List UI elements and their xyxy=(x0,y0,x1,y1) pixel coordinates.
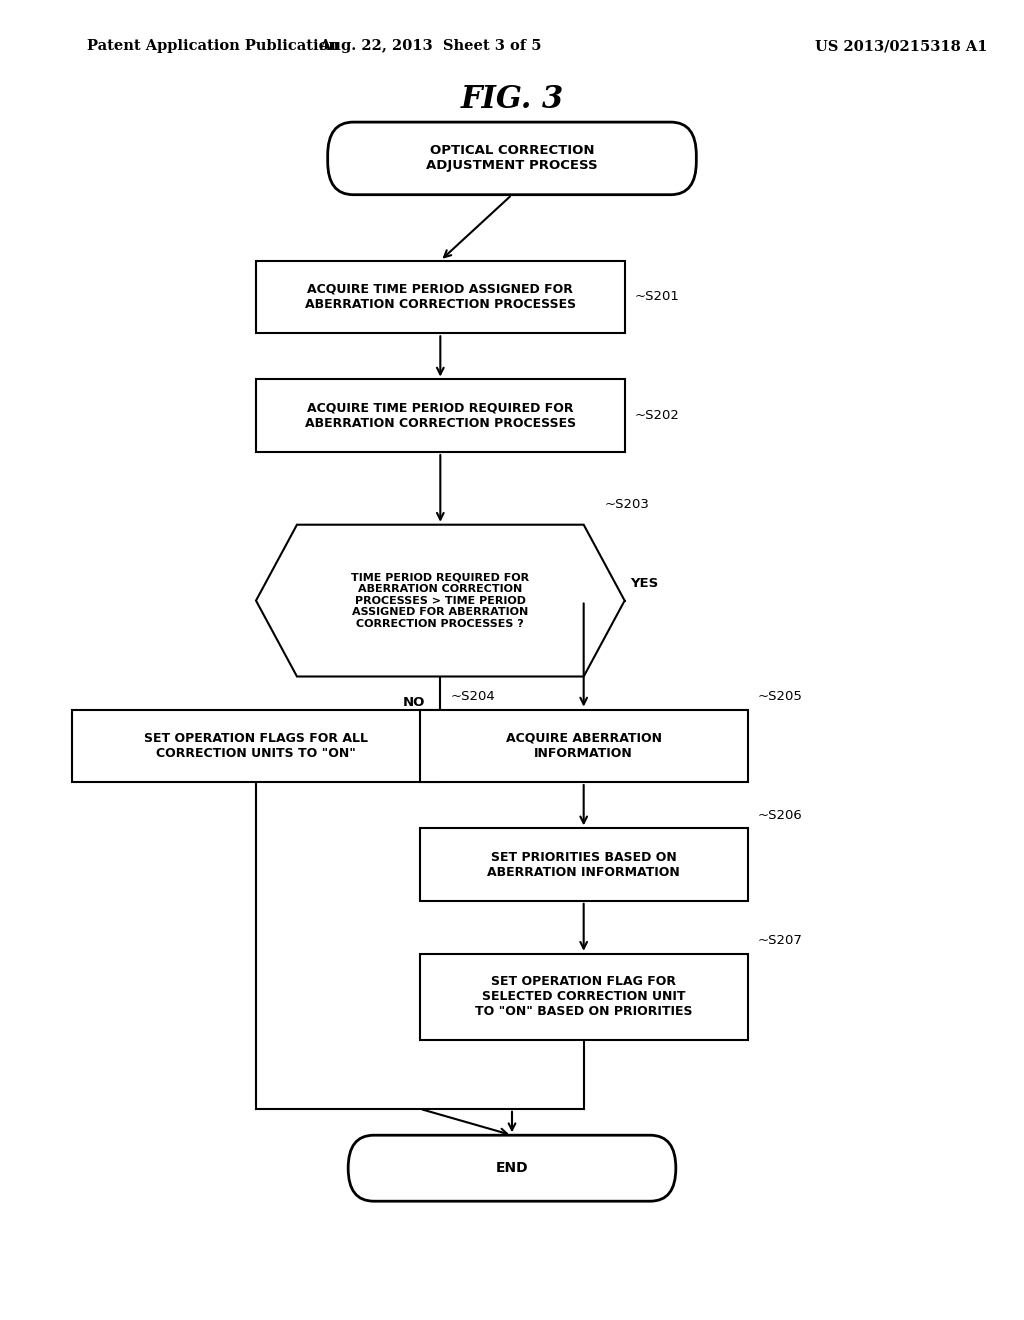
Text: NO: NO xyxy=(402,697,425,709)
Text: OPTICAL CORRECTION
ADJUSTMENT PROCESS: OPTICAL CORRECTION ADJUSTMENT PROCESS xyxy=(426,144,598,173)
Text: ~S204: ~S204 xyxy=(451,690,496,702)
Text: ~S202: ~S202 xyxy=(635,409,680,422)
Text: TIME PERIOD REQUIRED FOR
ABERRATION CORRECTION
PROCESSES > TIME PERIOD
ASSIGNED : TIME PERIOD REQUIRED FOR ABERRATION CORR… xyxy=(351,573,529,628)
Text: ACQUIRE TIME PERIOD ASSIGNED FOR
ABERRATION CORRECTION PROCESSES: ACQUIRE TIME PERIOD ASSIGNED FOR ABERRAT… xyxy=(305,282,575,312)
Text: ~S205: ~S205 xyxy=(758,690,803,702)
FancyBboxPatch shape xyxy=(328,121,696,195)
Text: END: END xyxy=(496,1162,528,1175)
Text: SET OPERATION FLAG FOR
SELECTED CORRECTION UNIT
TO "ON" BASED ON PRIORITIES: SET OPERATION FLAG FOR SELECTED CORRECTI… xyxy=(475,975,692,1018)
Bar xyxy=(420,710,748,781)
Text: ACQUIRE ABERRATION
INFORMATION: ACQUIRE ABERRATION INFORMATION xyxy=(506,731,662,760)
Text: ~S203: ~S203 xyxy=(604,499,649,511)
Bar xyxy=(256,260,625,333)
Text: ~S206: ~S206 xyxy=(758,809,803,821)
Text: Aug. 22, 2013  Sheet 3 of 5: Aug. 22, 2013 Sheet 3 of 5 xyxy=(318,40,542,53)
Text: YES: YES xyxy=(630,577,658,590)
Text: SET PRIORITIES BASED ON
ABERRATION INFORMATION: SET PRIORITIES BASED ON ABERRATION INFOR… xyxy=(487,850,680,879)
Text: ~S201: ~S201 xyxy=(635,290,680,304)
Bar xyxy=(420,953,748,1040)
Bar xyxy=(256,379,625,451)
Text: ACQUIRE TIME PERIOD REQUIRED FOR
ABERRATION CORRECTION PROCESSES: ACQUIRE TIME PERIOD REQUIRED FOR ABERRAT… xyxy=(305,401,575,430)
FancyBboxPatch shape xyxy=(348,1135,676,1201)
Text: FIG. 3: FIG. 3 xyxy=(461,83,563,115)
Text: US 2013/0215318 A1: US 2013/0215318 A1 xyxy=(815,40,987,53)
Polygon shape xyxy=(256,524,625,676)
Bar xyxy=(420,829,748,902)
Text: ~S207: ~S207 xyxy=(758,935,803,948)
Bar xyxy=(72,710,440,781)
Text: SET OPERATION FLAGS FOR ALL
CORRECTION UNITS TO "ON": SET OPERATION FLAGS FOR ALL CORRECTION U… xyxy=(144,731,368,760)
Text: Patent Application Publication: Patent Application Publication xyxy=(87,40,339,53)
